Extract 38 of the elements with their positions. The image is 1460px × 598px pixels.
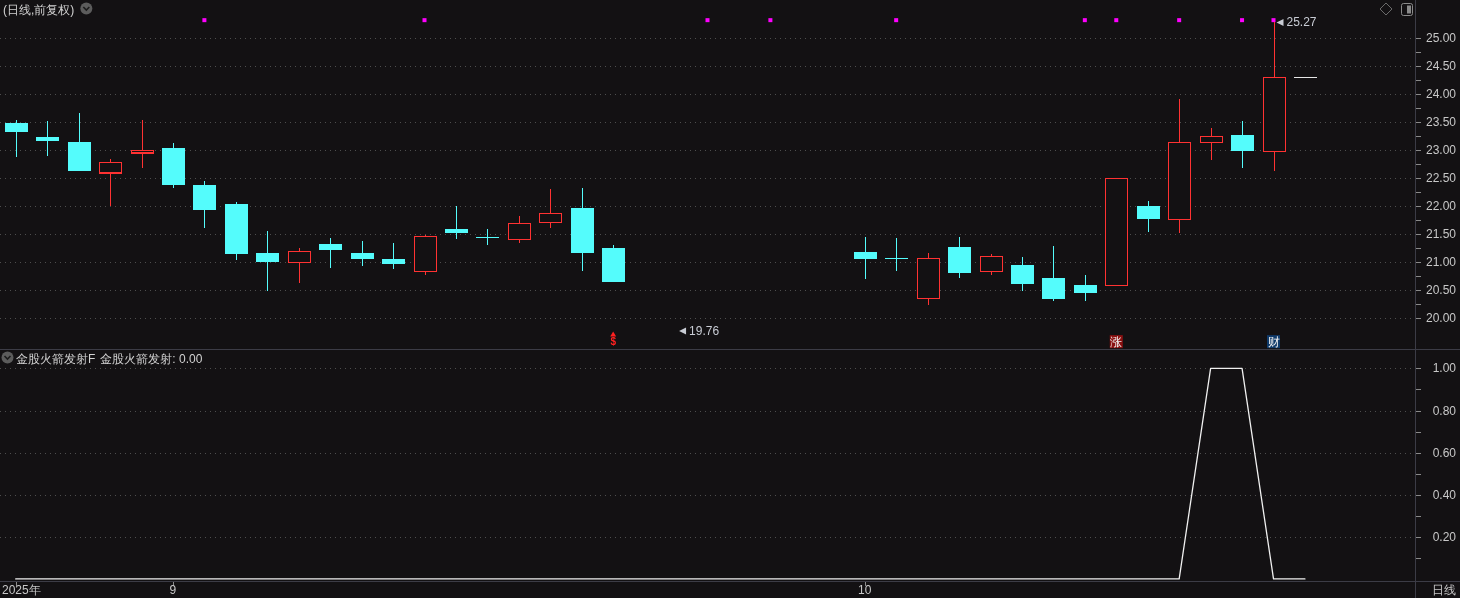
y-tick-label: 21.50	[1425, 226, 1457, 241]
data-label: 财	[1267, 334, 1280, 349]
y-tick-label: 22.00	[1425, 198, 1457, 213]
y-tick-label: 0.20	[1432, 529, 1457, 544]
x-tick-label: 10	[858, 583, 872, 597]
y-tick-label: 25.00	[1425, 30, 1457, 45]
y-tick-label: 24.00	[1425, 86, 1457, 101]
chart-title: 金股火箭发射F	[16, 352, 96, 366]
point	[1271, 18, 1276, 23]
chart-title: (日线,前复权)	[3, 2, 75, 17]
y-tick-label: 20.00	[1425, 310, 1457, 325]
data-label: 19.76	[689, 324, 720, 339]
point	[1177, 18, 1182, 23]
y-tick-label: 22.50	[1425, 170, 1457, 185]
y-tick-label: 24.50	[1425, 58, 1457, 73]
x-tick-label: 9	[169, 583, 177, 597]
point	[422, 18, 427, 23]
point	[894, 18, 899, 23]
point	[768, 18, 773, 23]
data-label: $	[610, 336, 617, 348]
text: 日线	[1432, 583, 1456, 597]
point	[1114, 18, 1119, 23]
point	[1240, 18, 1245, 23]
point	[705, 18, 710, 23]
y-tick-label: 21.00	[1425, 254, 1457, 269]
y-tick-label: 23.50	[1425, 114, 1457, 129]
point	[202, 18, 207, 23]
y-tick-label: 0.80	[1432, 403, 1457, 418]
y-tick-label: 23.00	[1425, 142, 1457, 157]
x-tick-label: 2025年	[2, 583, 41, 597]
y-tick-label: 20.50	[1425, 282, 1457, 297]
y-tick-label: 1.00	[1432, 361, 1457, 376]
point	[1082, 18, 1087, 23]
y-tick-label: 0.60	[1432, 445, 1457, 460]
chart-subtitle: 金股火箭发射: 0.00	[100, 352, 203, 366]
data-label: 涨	[1110, 334, 1123, 349]
y-tick-label: 0.40	[1432, 487, 1457, 502]
data-label: 25.27	[1286, 15, 1317, 30]
